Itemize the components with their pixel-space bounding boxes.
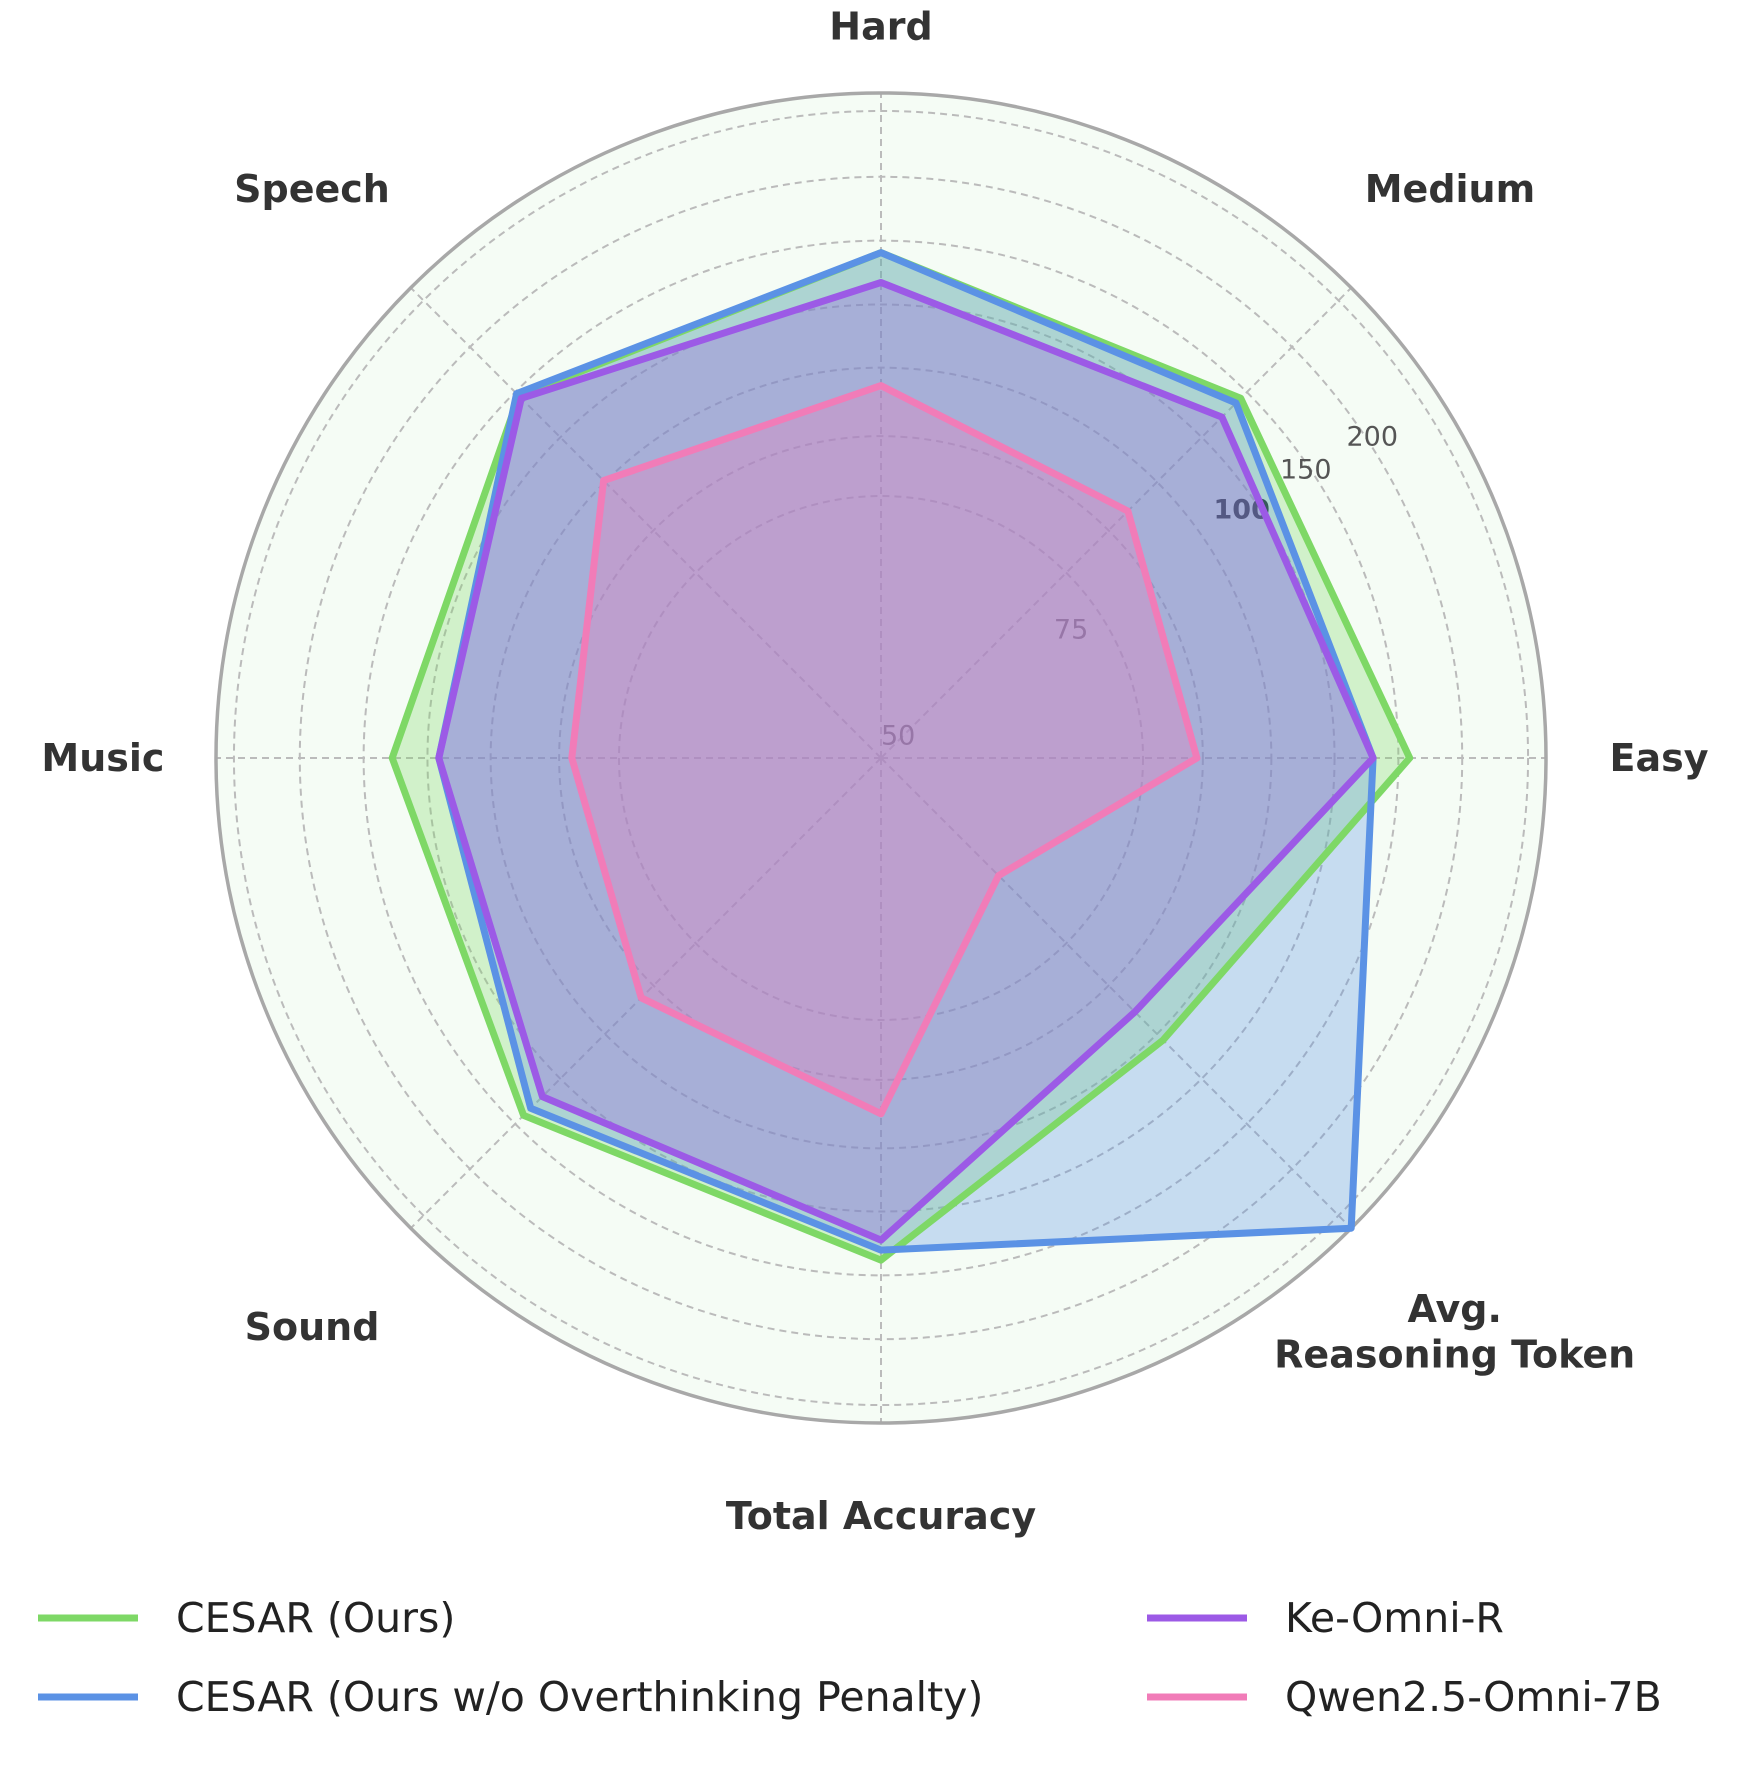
grid-spoke-speech (410, 287, 882, 759)
grid-ring (558, 435, 1204, 1081)
legend-item-cesar-ours: CESAR (Ours) (38, 1594, 455, 1642)
grid-spoke-sound (410, 757, 882, 1229)
axis-label-sound: Sound (245, 1305, 380, 1349)
legend-label: Qwen2.5-Omni-7B (1285, 1673, 1662, 1721)
grid-ring (426, 303, 1336, 1213)
legend-label: CESAR (Ours) (176, 1594, 455, 1642)
grid-spoke-avg-reasoning-token (880, 757, 1352, 1229)
axis-label-medium: Medium (1365, 167, 1535, 211)
ring-tick-label: 50 (881, 721, 915, 752)
axis-label-music: Music (41, 736, 164, 780)
legend-item-cesar-ours-w-o-overthinking-penalty: CESAR (Ours w/o Overthinking Penalty) (38, 1673, 983, 1721)
ring-tick-label: 150 (1280, 455, 1332, 486)
grid-ring (232, 109, 1530, 1407)
outer-frame (214, 91, 1548, 1425)
axis-label-hard: Hard (829, 5, 932, 49)
ring-tick-label: 75 (1054, 614, 1088, 645)
axis-label-speech: Speech (234, 167, 390, 211)
axis-label-avg-reasoning-token: Avg. Reasoning Token (1274, 1287, 1635, 1377)
series-area-ke-omni-r (438, 282, 1374, 1241)
legend-label: CESAR (Ours w/o Overthinking Penalty) (176, 1673, 983, 1721)
grid-ring (617, 494, 1145, 1022)
legend-item-ke-omni-r: Ke-Omni-R (1147, 1594, 1504, 1642)
series-area-cesar-ours-w-o-overthinking-penalty (438, 252, 1374, 1251)
series-area-qwen2-5-omni-7b (571, 385, 1197, 1114)
axis-label-easy: Easy (1610, 736, 1709, 780)
axis-label-total-accuracy: Total Accuracy (726, 1494, 1036, 1538)
grid-spoke-medium (880, 287, 1352, 759)
ring-tick-label: 200 (1347, 421, 1399, 452)
legend-item-qwen2-5-omni-7b: Qwen2.5-Omni-7B (1147, 1673, 1662, 1721)
series-area-cesar-ours (392, 252, 1410, 1261)
legend-label: Ke-Omni-R (1285, 1594, 1504, 1642)
